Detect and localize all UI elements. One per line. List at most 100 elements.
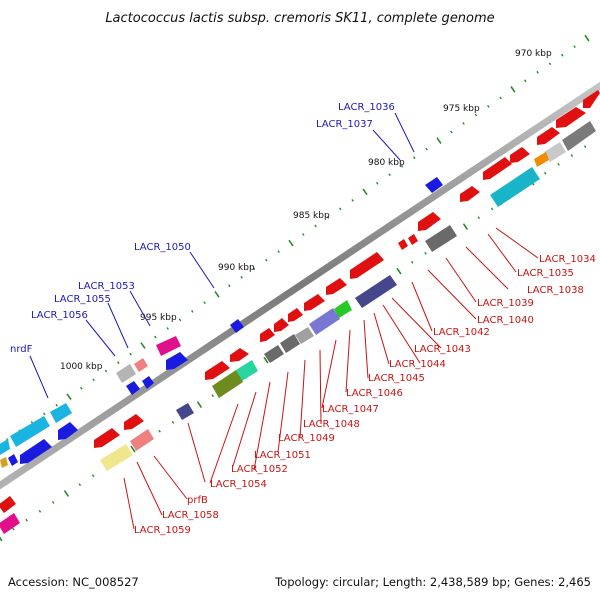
gene-label-lacr-1044[interactable]: LACR_1044 (389, 359, 446, 370)
gene-block[interactable] (130, 429, 154, 451)
gene-arrow[interactable] (304, 294, 325, 311)
minor-tick (413, 156, 416, 160)
gene-label-lacr-1049[interactable]: LACR_1049 (278, 433, 335, 444)
map-title: Lactococcus lactis subsp. cremoris SK11,… (105, 11, 494, 26)
gene-block[interactable] (50, 403, 72, 423)
gene-arrow[interactable] (142, 376, 154, 389)
gene-block[interactable] (156, 336, 181, 356)
gene-arrow[interactable] (408, 234, 418, 245)
gene-block[interactable] (100, 444, 133, 471)
gene-arrow[interactable] (58, 422, 78, 440)
gene-arrow[interactable] (510, 147, 530, 163)
gene-label-lacr-1040[interactable]: LACR_1040 (477, 315, 534, 326)
gene-arrow[interactable] (418, 212, 441, 231)
gene-block[interactable] (10, 416, 50, 447)
minor-tick (400, 164, 404, 168)
gene-label-prfb[interactable]: prfB (187, 495, 208, 506)
gene-label-nrdf[interactable]: nrdF (10, 344, 33, 355)
gene-block[interactable] (116, 364, 136, 383)
major-tick (214, 290, 220, 298)
gene-block[interactable] (0, 513, 20, 534)
gene-block[interactable] (236, 360, 258, 381)
gene-arrow[interactable] (288, 308, 303, 322)
gene-label-lacr-1059[interactable]: LACR_1059 (134, 525, 191, 536)
gene-block[interactable] (562, 121, 596, 151)
gene-arrow[interactable] (398, 239, 408, 250)
minor-tick (51, 500, 55, 504)
gene-label-lacr-1039[interactable]: LACR_1039 (477, 298, 534, 309)
gene-arrow[interactable] (425, 177, 443, 193)
gene-label-lacr-1051[interactable]: LACR_1051 (254, 450, 311, 461)
minor-tick (524, 79, 527, 83)
gene-label-lacr-1054[interactable]: LACR_1054 (210, 479, 267, 490)
gene-arrow[interactable] (20, 439, 52, 464)
major-tick (362, 188, 368, 196)
forward-strand-genes (0, 90, 600, 468)
gene-block[interactable] (280, 334, 300, 353)
gene-arrow[interactable] (0, 496, 16, 513)
major-tick (0, 536, 3, 542)
genome-backbone (0, 81, 600, 490)
gene-block[interactable] (295, 327, 314, 344)
gene-label-lacr-1035[interactable]: LACR_1035 (517, 268, 574, 279)
gene-label-lacr-1048[interactable]: LACR_1048 (303, 419, 360, 430)
gene-label-lacr-1046[interactable]: LACR_1046 (346, 388, 403, 399)
gene-label-lacr-1034[interactable]: LACR_1034 (539, 254, 596, 265)
gene-arrow[interactable] (124, 414, 144, 430)
gene-label-lacr-1043[interactable]: LACR_1043 (414, 344, 471, 355)
gene-block[interactable] (534, 152, 549, 167)
gene-arrow[interactable] (230, 348, 249, 362)
major-tick (396, 267, 402, 275)
minor-tick (55, 403, 58, 407)
gene-label-lacr-1037[interactable]: LACR_1037 (316, 119, 373, 130)
minor-tick (171, 420, 175, 424)
major-tick (263, 356, 269, 364)
gene-arrow[interactable] (556, 107, 586, 128)
gene-label-lacr-1045[interactable]: LACR_1045 (368, 373, 425, 384)
gene-arrow[interactable] (537, 127, 560, 145)
gene-block[interactable] (425, 225, 457, 252)
gene-arrow[interactable] (166, 352, 188, 370)
gene-label-lacr-1052[interactable]: LACR_1052 (231, 464, 288, 475)
gene-block[interactable] (176, 403, 194, 420)
gene-label-lacr-1053[interactable]: LACR_1053 (78, 281, 135, 292)
gene-block[interactable] (0, 457, 8, 468)
gene-arrow[interactable] (94, 428, 120, 448)
gene-block[interactable] (264, 345, 284, 363)
gene-label-lacr-1056[interactable]: LACR_1056 (31, 310, 88, 321)
gene-label-lacr-1038[interactable]: LACR_1038 (527, 285, 584, 296)
kbp-label-980: 980 kbp (368, 158, 405, 168)
gene-block[interactable] (490, 167, 540, 207)
gene-label-lacr-1055[interactable]: LACR_1055 (54, 294, 111, 305)
minor-tick (80, 386, 83, 390)
gene-label-lacr-1047[interactable]: LACR_1047 (322, 404, 379, 415)
minor-tick (411, 260, 414, 264)
major-tick (288, 239, 294, 247)
gene-arrow[interactable] (350, 252, 384, 279)
gene-arrow[interactable] (326, 278, 347, 295)
gene-arrow[interactable] (274, 318, 289, 332)
gene-block[interactable] (334, 300, 352, 318)
gene-arrow[interactable] (460, 186, 480, 202)
gene-arrow[interactable] (260, 328, 275, 342)
gene-arrow[interactable] (205, 361, 230, 380)
gene-arrow[interactable] (126, 381, 140, 395)
gene-block[interactable] (212, 370, 243, 398)
gene-label-lacr-1036[interactable]: LACR_1036 (338, 102, 395, 113)
gene-block[interactable] (309, 308, 340, 335)
minor-tick (474, 113, 478, 117)
gene-arrow[interactable] (8, 454, 18, 466)
gene-label-lacr-1050[interactable]: LACR_1050 (134, 242, 191, 253)
gene-label-lacr-1042[interactable]: LACR_1042 (433, 327, 490, 338)
gene-arrow[interactable] (583, 90, 600, 108)
scale-ticks (6, 34, 590, 441)
gene-arrow[interactable] (483, 157, 512, 180)
gene-label-lacr-1058[interactable]: LACR_1058 (162, 510, 219, 521)
gene-block[interactable] (134, 358, 148, 372)
gene-block[interactable] (544, 142, 566, 162)
gene-arrow[interactable] (230, 319, 244, 333)
minor-tick (154, 335, 157, 339)
gene-block[interactable] (355, 275, 397, 308)
gene-block[interactable] (0, 439, 10, 455)
